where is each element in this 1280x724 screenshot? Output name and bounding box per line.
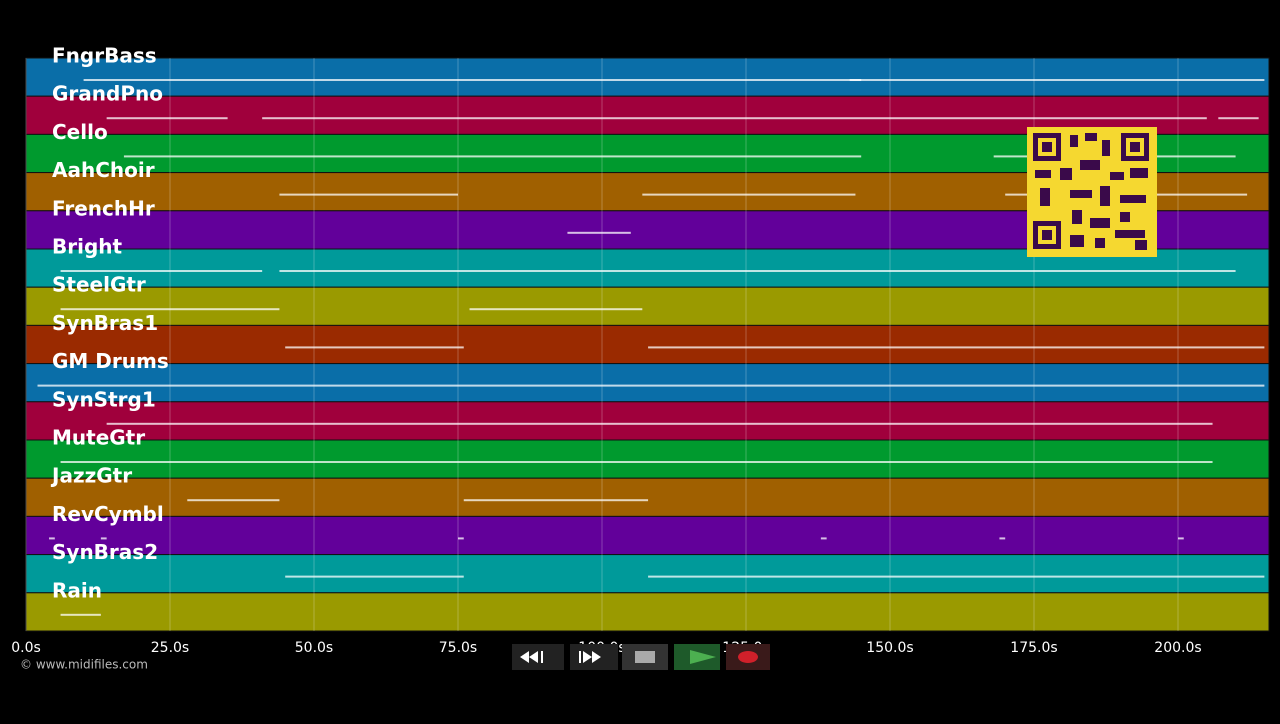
track-label: MuteGtr (52, 426, 145, 450)
record-icon (738, 651, 758, 663)
track-label: GrandPno (52, 82, 163, 106)
track-row (25, 515, 1270, 556)
note-span (849, 79, 1265, 82)
track-label: Bright (52, 235, 123, 259)
note-span (285, 575, 464, 578)
track-label: SteelGtr (52, 273, 146, 297)
play-icon (690, 650, 716, 664)
track-label: SynStrg1 (52, 387, 156, 411)
note-span (469, 308, 643, 311)
playback-controls (512, 644, 770, 670)
note-span (123, 155, 862, 158)
track-label: Rain (52, 578, 102, 602)
track-row (25, 401, 1270, 441)
note-span (648, 346, 1265, 349)
track-row (25, 592, 1270, 632)
track-label: SynBras1 (52, 311, 158, 335)
note-span (60, 270, 263, 273)
track-row (25, 324, 1270, 365)
track-label: Cello (52, 120, 108, 144)
note-span (187, 499, 280, 502)
rewind-icon (520, 651, 543, 663)
note-span (648, 575, 1265, 578)
note-span (642, 193, 856, 196)
note-span (60, 461, 1213, 464)
note-span (820, 537, 827, 540)
track-row (25, 477, 1270, 517)
forward-icon (579, 651, 601, 663)
track-row (25, 286, 1270, 326)
track-row (25, 439, 1270, 479)
note-span (279, 270, 1236, 273)
x-tick-label: 75.0s (439, 640, 477, 656)
note-span (1218, 117, 1259, 120)
note-span (285, 346, 464, 349)
copyright: © www.midifiles.com (20, 658, 148, 672)
note-span (999, 537, 1006, 540)
note-span (1177, 537, 1184, 540)
note-span (100, 537, 107, 540)
x-tick-label: 25.0s (151, 640, 189, 656)
x-tick-label: 175.0s (1010, 640, 1057, 656)
track-label: GM Drums (52, 349, 169, 373)
stop-icon (635, 651, 655, 663)
track-label: AahChoir (52, 158, 155, 182)
track-label: RevCymbl (52, 502, 164, 526)
note-span (463, 499, 649, 502)
note-span (60, 613, 101, 616)
note-span (60, 308, 280, 311)
note-span (262, 117, 1207, 120)
track-label: FrenchHr (52, 196, 155, 220)
x-tick-label: 150.0s (866, 640, 913, 656)
note-span (83, 79, 862, 82)
note-span (106, 422, 1213, 425)
x-tick-label: 50.0s (295, 640, 333, 656)
note-span (37, 384, 1265, 387)
x-tick-label: 0.0s (11, 640, 41, 656)
x-tick-label: 200.0s (1154, 640, 1201, 656)
note-span (457, 537, 464, 540)
track-row (25, 57, 1270, 97)
track-row (25, 363, 1270, 403)
track-label: FngrBass (52, 44, 157, 68)
note-span (567, 231, 631, 234)
track-row (25, 554, 1270, 594)
track-label: SynBras2 (52, 540, 158, 564)
qr-code (1027, 127, 1157, 257)
note-span (49, 537, 55, 540)
note-span (279, 193, 458, 196)
track-label: JazzGtr (50, 464, 132, 488)
note-span (106, 117, 228, 120)
